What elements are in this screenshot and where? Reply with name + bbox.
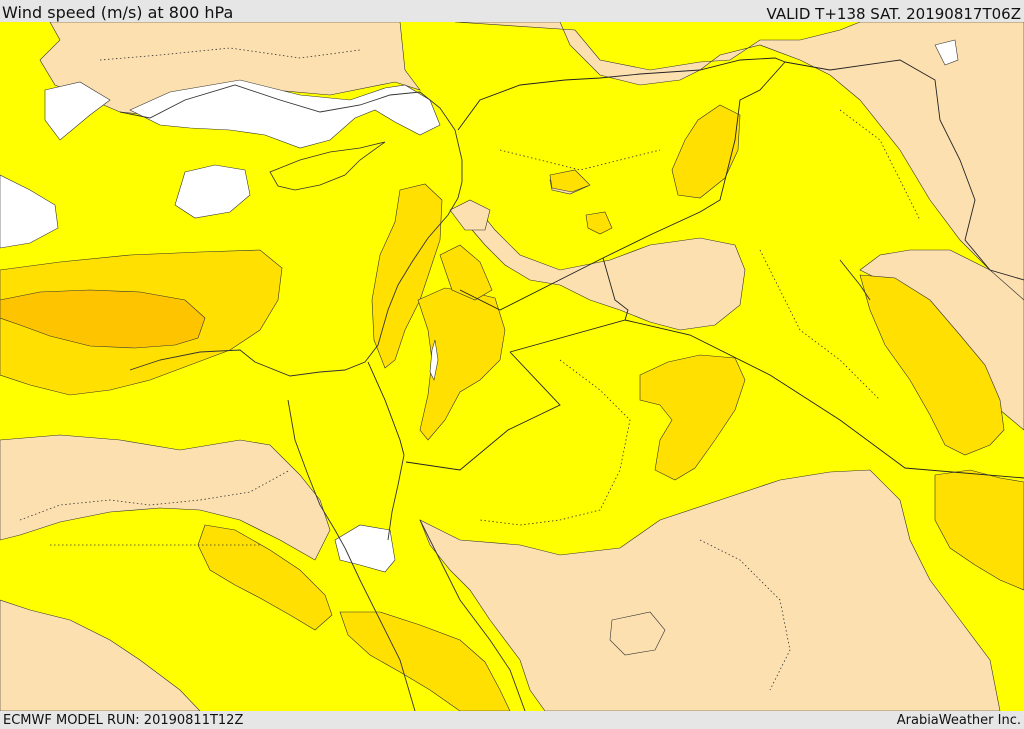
coastline-red-sea-west — [344, 547, 416, 711]
zone-calm-aegean — [44, 81, 111, 141]
coastline-persian-gulf — [839, 259, 871, 301]
coastline-red-sea-east — [419, 519, 526, 711]
coastline-gulf-of-aqaba — [387, 454, 405, 541]
boundary-iraq-provinces — [759, 249, 881, 401]
map-canvas — [0, 22, 1024, 711]
map-header: Wind speed (m/s) at 800 hPa VALID T+138 … — [0, 0, 1024, 23]
zone-fresh-iraq-north — [671, 104, 741, 199]
zone-calm-west-med — [0, 174, 59, 249]
boundary-turkey-provinces — [99, 47, 361, 61]
credit-label: ArabiaWeather Inc. — [896, 713, 1021, 728]
border-jordan-iraq — [509, 257, 629, 353]
map-footer: ECMWF MODEL RUN: 20190811T12Z ArabiaWeat… — [0, 711, 1024, 729]
zone-light-syria-desert — [454, 204, 746, 331]
coastline-gulf-of-suez — [287, 399, 346, 549]
zone-fresh-saudi — [639, 354, 746, 481]
zone-light-north-iraq — [454, 22, 1024, 301]
zone-light-egypt-south — [0, 434, 331, 561]
boundary-iran-provinces — [839, 109, 921, 221]
border-iraq-saudi — [624, 319, 1024, 479]
zone-calm-caspian — [934, 39, 959, 66]
zone-fresh-cyprus-patch — [585, 211, 613, 235]
zone-calm-suez — [334, 524, 396, 573]
coastline-turkey — [119, 84, 463, 182]
boundary-saudi-east — [699, 539, 791, 691]
zone-light-arabia — [419, 469, 1001, 711]
zone-light-arabia-patch — [609, 611, 666, 656]
boundary-saudi-provinces — [479, 359, 631, 526]
zone-strong-med — [0, 289, 206, 349]
model-run-label: ECMWF MODEL RUN: 20190811T12Z — [3, 713, 244, 728]
zone-fresh-east — [934, 469, 1024, 591]
zone-calm-south-turkey — [129, 79, 441, 149]
border-iraq-iran — [784, 59, 1024, 281]
zone-light-levant-coast — [449, 199, 491, 231]
coastline-dead-sea — [429, 339, 439, 381]
zone-fresh-gulf — [859, 274, 1005, 456]
boundary-syria-provinces — [499, 149, 661, 171]
zone-light-sudan — [0, 599, 201, 711]
zone-fresh-syria-patch — [549, 169, 591, 193]
border-syria-turkey — [457, 57, 786, 131]
zone-calm-central-med — [174, 164, 251, 219]
border-syria-iraq — [602, 61, 786, 259]
island-cyprus — [269, 141, 386, 191]
zone-fresh-golan — [439, 244, 493, 301]
boundary-egypt-interior — [19, 469, 291, 521]
map-title: Wind speed (m/s) at 800 hPa — [2, 3, 234, 22]
coastline-med-south — [129, 181, 463, 377]
border-syria-jordan — [459, 257, 604, 311]
zone-fresh-lebanon — [371, 183, 443, 369]
valid-time-label: VALID T+138 SAT. 20190817T06Z — [766, 5, 1021, 23]
zone-fresh-red-sea-south — [339, 611, 511, 711]
border-egypt-israel — [367, 361, 405, 456]
border-jordan-saudi — [405, 351, 561, 471]
wind-speed-map — [0, 22, 1024, 711]
zone-fresh-red-sea-north — [197, 524, 333, 631]
